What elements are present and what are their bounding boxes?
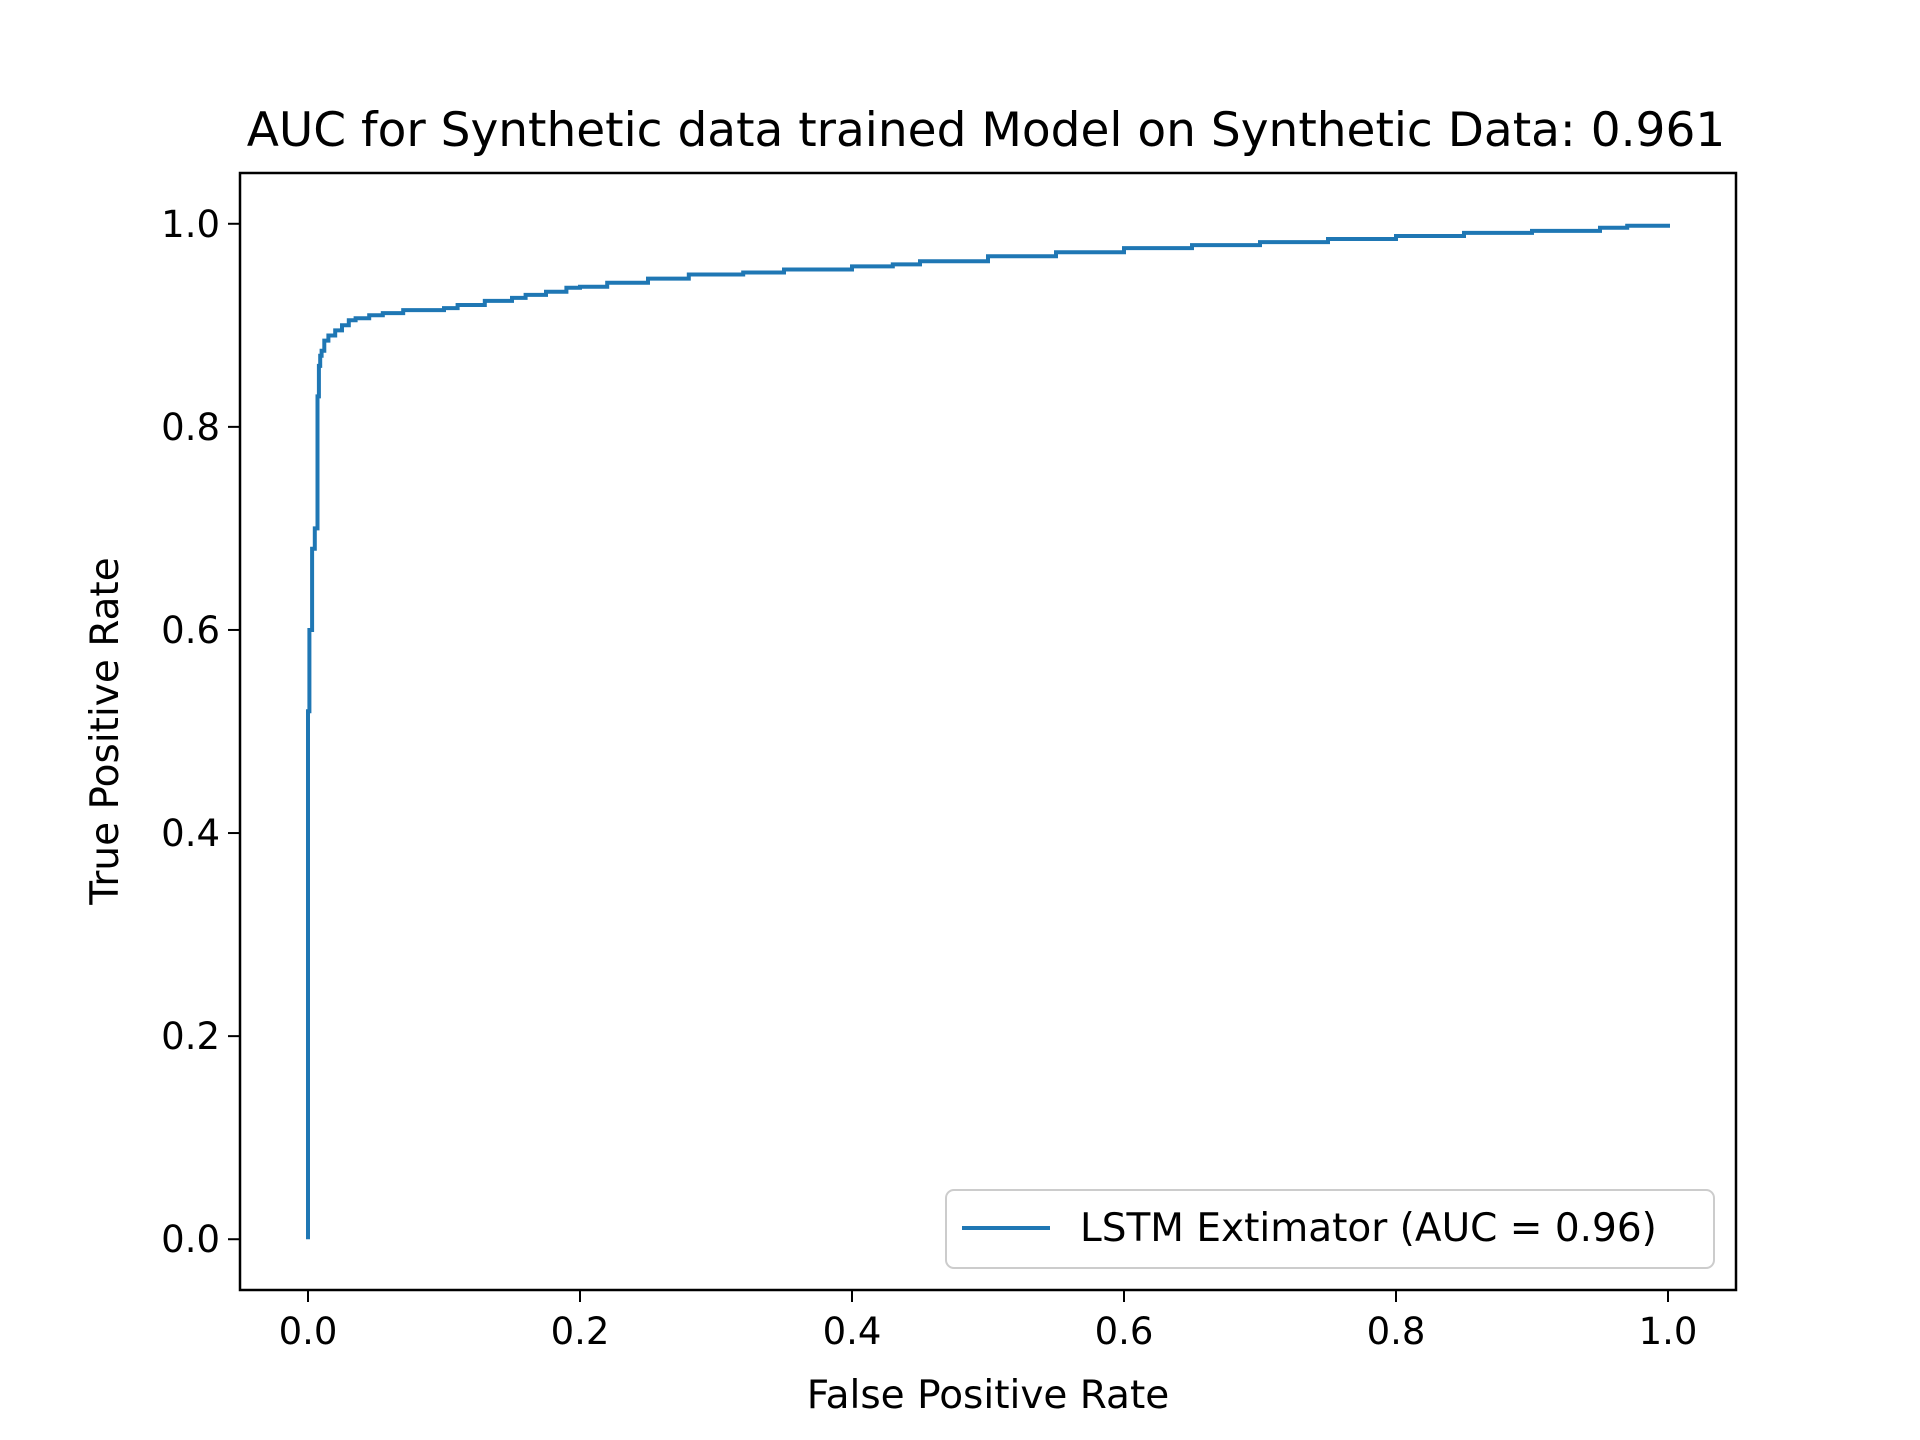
x-tick-label: 0.6	[1095, 1310, 1154, 1353]
series-layer	[306, 223, 1670, 1240]
x-axis-ticks: 0.0 0.2 0.4 0.6 0.8 1.0	[279, 1290, 1698, 1353]
x-axis-label: False Positive Rate	[807, 1373, 1169, 1418]
x-tick-label: 0.8	[1367, 1310, 1426, 1353]
y-tick-label: 0.2	[161, 1015, 220, 1058]
legend-entry-text: LSTM Extimator (AUC = 0.96)	[1080, 1206, 1657, 1251]
y-tick-label: 0.0	[161, 1218, 220, 1261]
chart-title: AUC for Synthetic data trained Model on …	[247, 103, 1726, 158]
y-tick-label: 0.8	[161, 406, 220, 449]
x-tick-label: 0.2	[551, 1310, 610, 1353]
y-axis-label: True Positive Rate	[83, 557, 128, 905]
x-tick-label: 0.0	[279, 1310, 338, 1353]
x-tick-label: 0.4	[823, 1310, 882, 1353]
plot-frame	[238, 171, 1738, 1292]
y-tick-label: 1.0	[161, 203, 220, 246]
x-tick-label: 1.0	[1639, 1310, 1698, 1353]
legend-box	[945, 1189, 1715, 1269]
y-tick-label: 0.4	[161, 812, 220, 855]
legend: LSTM Extimator (AUC = 0.96)	[945, 1189, 1715, 1269]
y-axis-ticks: 0.0 0.2 0.4 0.6 0.8 1.0	[161, 203, 240, 1261]
roc-curve-line	[306, 223, 1670, 1240]
y-tick-label: 0.6	[161, 609, 220, 652]
